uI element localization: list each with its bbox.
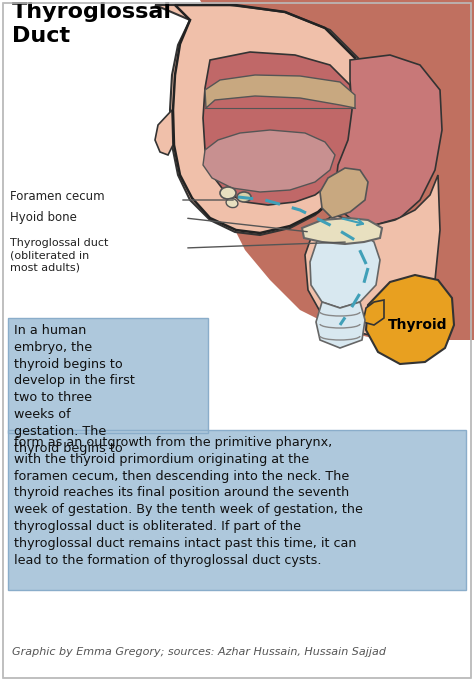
- Text: Foramen cecum: Foramen cecum: [10, 191, 105, 204]
- Text: Thyroglossal: Thyroglossal: [12, 2, 172, 22]
- Ellipse shape: [226, 198, 238, 208]
- FancyBboxPatch shape: [8, 430, 466, 590]
- Text: Thyroid: Thyroid: [388, 318, 448, 332]
- Polygon shape: [363, 300, 384, 325]
- Text: Graphic by Emma Gregory; sources: Azhar Hussain, Hussain Sajjad: Graphic by Emma Gregory; sources: Azhar …: [12, 647, 386, 657]
- FancyBboxPatch shape: [8, 318, 208, 433]
- Polygon shape: [203, 130, 335, 192]
- Text: Duct: Duct: [12, 26, 70, 46]
- Polygon shape: [150, 0, 474, 340]
- Polygon shape: [316, 302, 365, 348]
- Polygon shape: [203, 52, 355, 205]
- FancyBboxPatch shape: [3, 3, 471, 678]
- Text: In a human
embryo, the
thyroid begins to
develop in the first
two to three
weeks: In a human embryo, the thyroid begins to…: [14, 324, 135, 455]
- Polygon shape: [205, 75, 355, 108]
- Polygon shape: [155, 5, 370, 235]
- Polygon shape: [320, 168, 368, 218]
- Ellipse shape: [237, 192, 251, 202]
- Text: Hyoid bone: Hyoid bone: [10, 212, 77, 225]
- Polygon shape: [310, 228, 380, 308]
- Polygon shape: [302, 218, 382, 244]
- Polygon shape: [335, 55, 442, 225]
- Ellipse shape: [220, 187, 236, 199]
- Text: Thyroglossal duct
(obliterated in
most adults): Thyroglossal duct (obliterated in most a…: [10, 238, 109, 273]
- Text: form as an outgrowth from the primitive pharynx,
with the thyroid primordium ori: form as an outgrowth from the primitive …: [14, 436, 363, 567]
- Polygon shape: [366, 275, 454, 364]
- Polygon shape: [155, 110, 173, 155]
- Polygon shape: [305, 175, 440, 335]
